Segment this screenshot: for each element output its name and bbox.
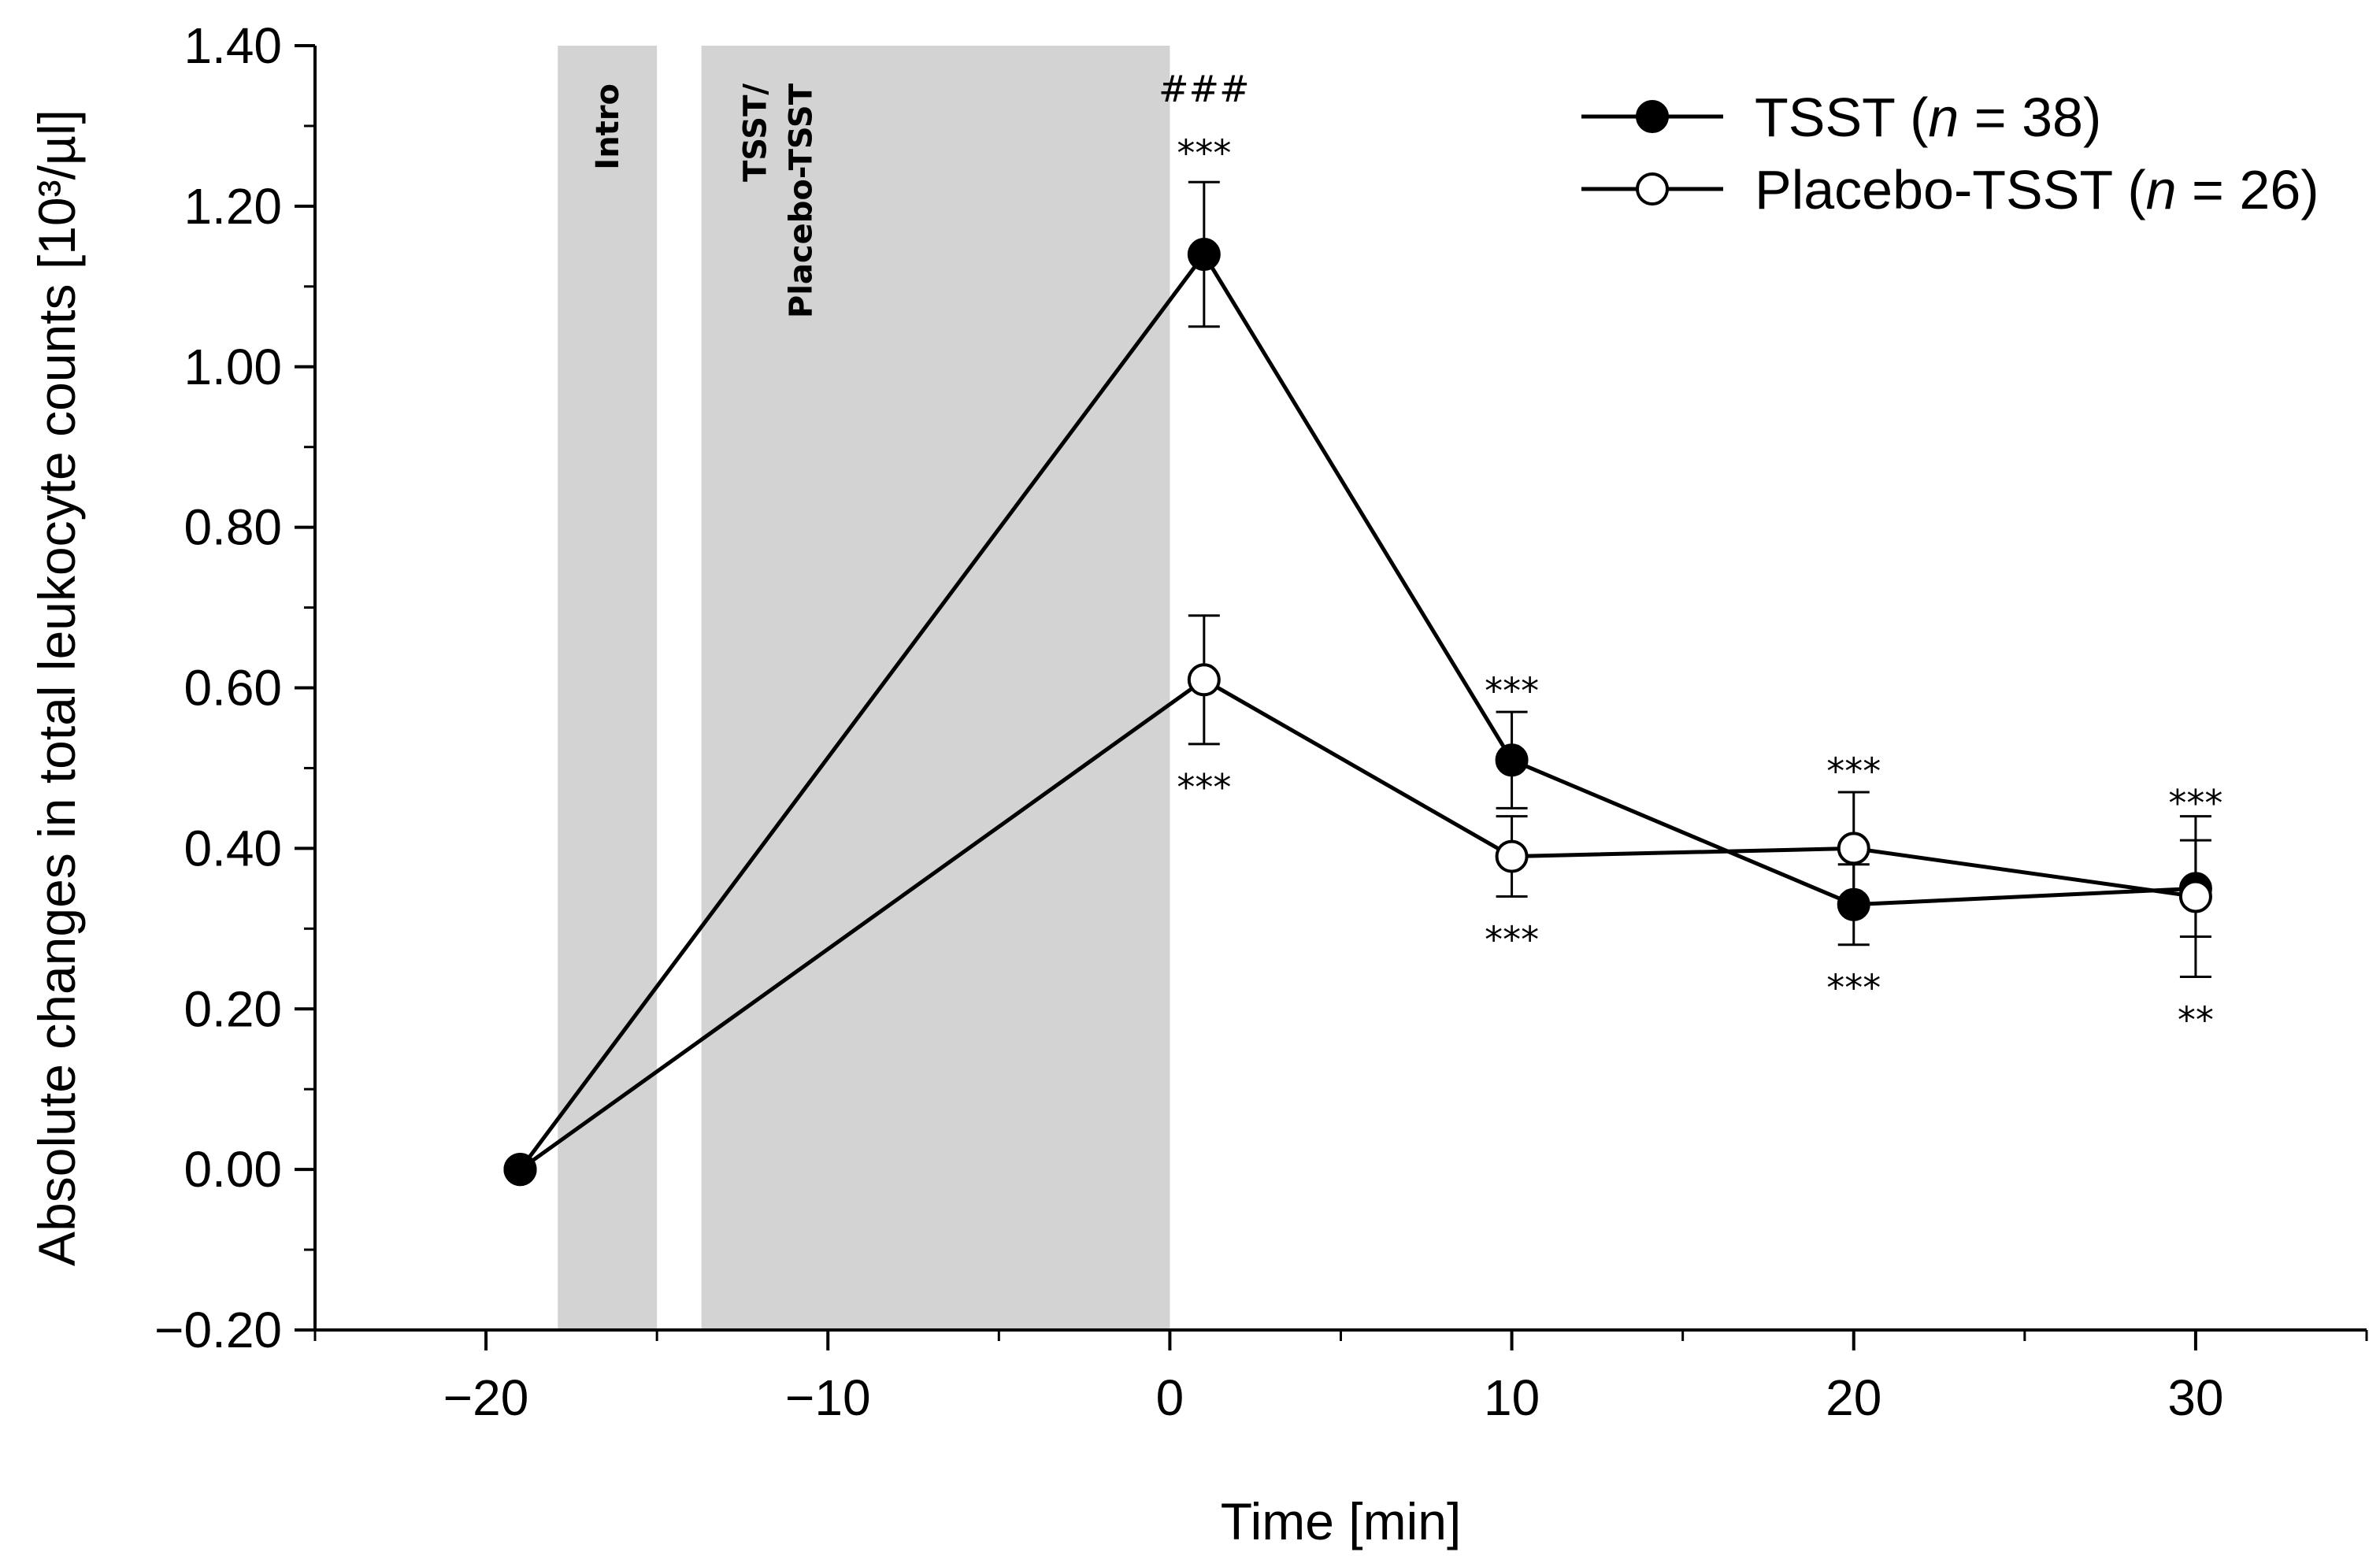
significance-annotations: ###*********************** <box>1158 68 2222 1041</box>
data-point <box>2178 880 2212 913</box>
x-tick-label: −20 <box>443 1369 529 1426</box>
legend-label: Placebo-TSST (n = 26) <box>1755 159 2319 220</box>
band-label-intro: Intro <box>590 83 626 170</box>
y-tick-label: 0.80 <box>184 499 282 556</box>
x-axis-title: Time [min] <box>1221 1492 1462 1550</box>
y-tick-label: 0.00 <box>184 1141 282 1198</box>
significance-mark: *** <box>1826 967 1881 1009</box>
x-tick-label: −10 <box>785 1369 871 1426</box>
significance-mark: ** <box>2178 998 2214 1041</box>
data-point <box>1187 663 1221 697</box>
y-tick-label: −0.20 <box>154 1302 282 1358</box>
shaded-bands: Intro TSST/Placebo-TSST <box>558 46 1170 1330</box>
shaded-band <box>558 46 658 1330</box>
legend-marker <box>1636 172 1669 206</box>
legend-label: TSST (n = 38) <box>1755 87 2101 148</box>
x-tick-label: 10 <box>1484 1369 1540 1426</box>
significance-mark: *** <box>2168 782 2222 824</box>
legend-series-name: TSST ( <box>1755 87 1928 148</box>
legend-n-value: = 26) <box>2177 159 2319 220</box>
y-tick-label: 1.00 <box>184 339 282 395</box>
band-label-tsst-line2: Placebo-TSST <box>784 83 820 318</box>
data-series <box>503 180 2212 1187</box>
significance-mark: *** <box>1826 750 1881 792</box>
axes: −0.20 0.00 0.20 0.40 0.60 0.80 1.00 1.20 1.40 −20… <box>154 17 2368 1426</box>
y-tick-label: 0.20 <box>184 980 282 1037</box>
data-point <box>1187 238 1221 272</box>
x-tick-label: 20 <box>1826 1369 1881 1426</box>
significance-mark: *** <box>1177 766 1231 809</box>
legend-n-symbol: n <box>2146 159 2177 220</box>
legend: TSST (n = 38)Placebo-TSST (n = 26) <box>1581 87 2319 220</box>
legend-n-symbol: n <box>1928 87 1959 148</box>
significance-mark: *** <box>1177 132 1231 175</box>
legend-series-name: Placebo-TSST ( <box>1755 159 2146 220</box>
shaded-band <box>701 46 1170 1330</box>
legend-marker <box>1636 100 1669 133</box>
y-tick-label: 1.20 <box>184 178 282 235</box>
significance-mark: ### <box>1158 68 1250 110</box>
data-point <box>1495 839 1529 873</box>
legend-entry: TSST (n = 38) <box>1581 87 2101 148</box>
data-point <box>1837 832 1870 865</box>
y-axis-title: Absolute changes in total leukocyte coun… <box>28 109 86 1266</box>
significance-mark: *** <box>1485 670 1539 713</box>
y-tick-label: 0.40 <box>184 820 282 876</box>
y-tick-label: 1.40 <box>184 17 282 74</box>
data-point <box>1495 743 1529 777</box>
band-label-tsst-line1: TSST/ <box>738 83 774 182</box>
legend-n-value: = 38) <box>1959 87 2101 148</box>
significance-mark: *** <box>1485 919 1539 961</box>
x-tick-label: 30 <box>2167 1369 2223 1426</box>
data-point <box>503 1153 537 1187</box>
x-tick-label: 0 <box>1156 1369 1184 1426</box>
legend-entry: Placebo-TSST (n = 26) <box>1581 159 2319 220</box>
y-tick-label: 0.60 <box>184 660 282 717</box>
